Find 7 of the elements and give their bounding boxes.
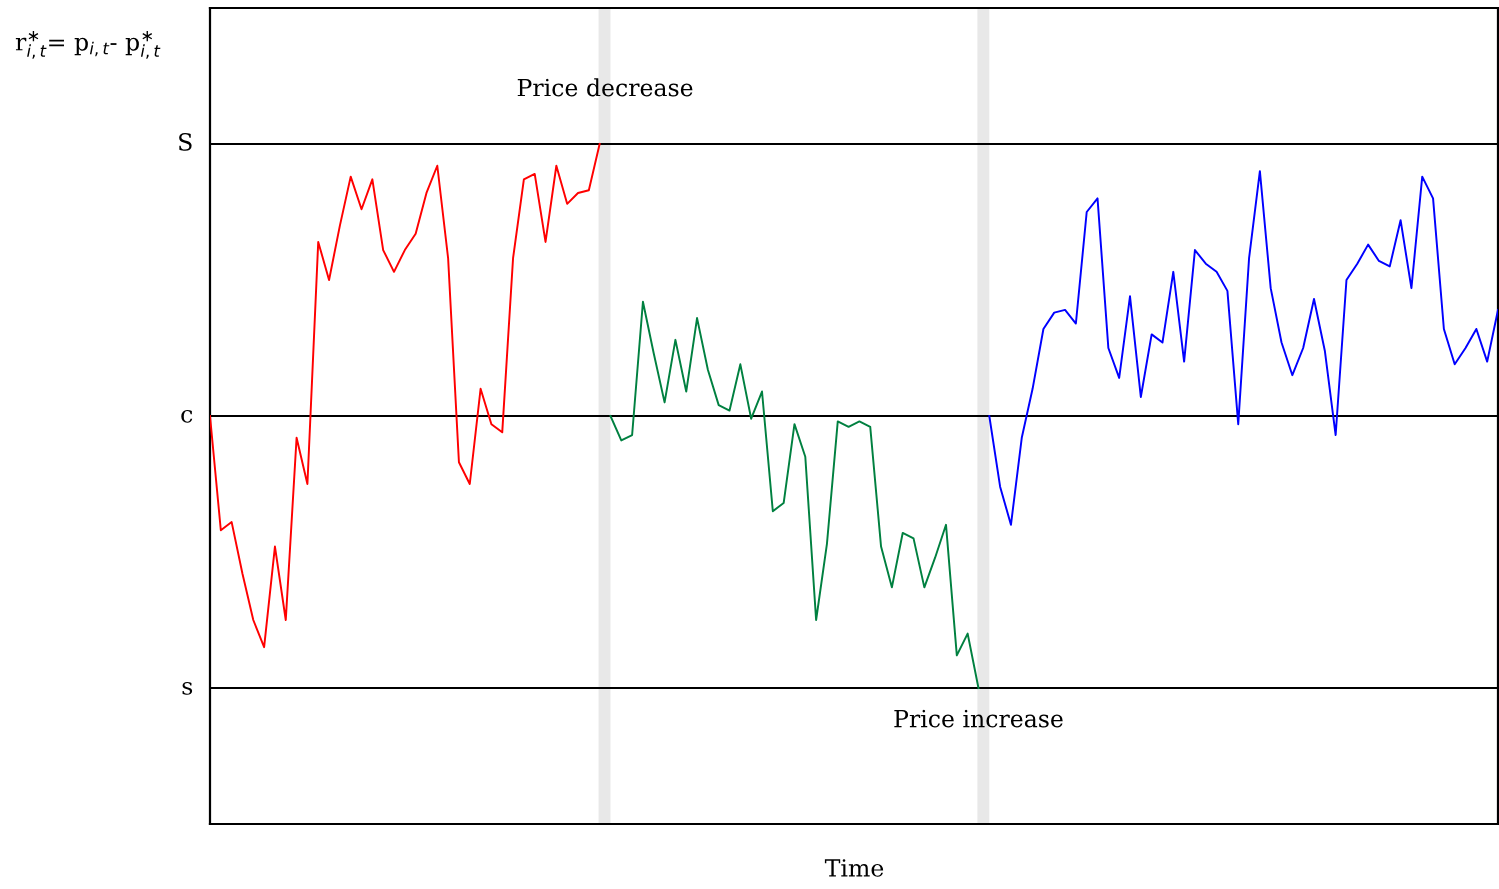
text: Time <box>824 859 884 877</box>
ref-line-label: s <box>182 681 193 695</box>
y-axis-title: r$^{∗}$$_{i,t}$= p$_{i,t}$- p$^{∗}$$_{i,t}$ <box>15 30 161 59</box>
ref-line-label: S <box>179 132 192 151</box>
ref-line-label: c <box>181 409 193 423</box>
text: Price increase <box>894 709 1063 728</box>
text: Price decrease <box>517 78 693 97</box>
